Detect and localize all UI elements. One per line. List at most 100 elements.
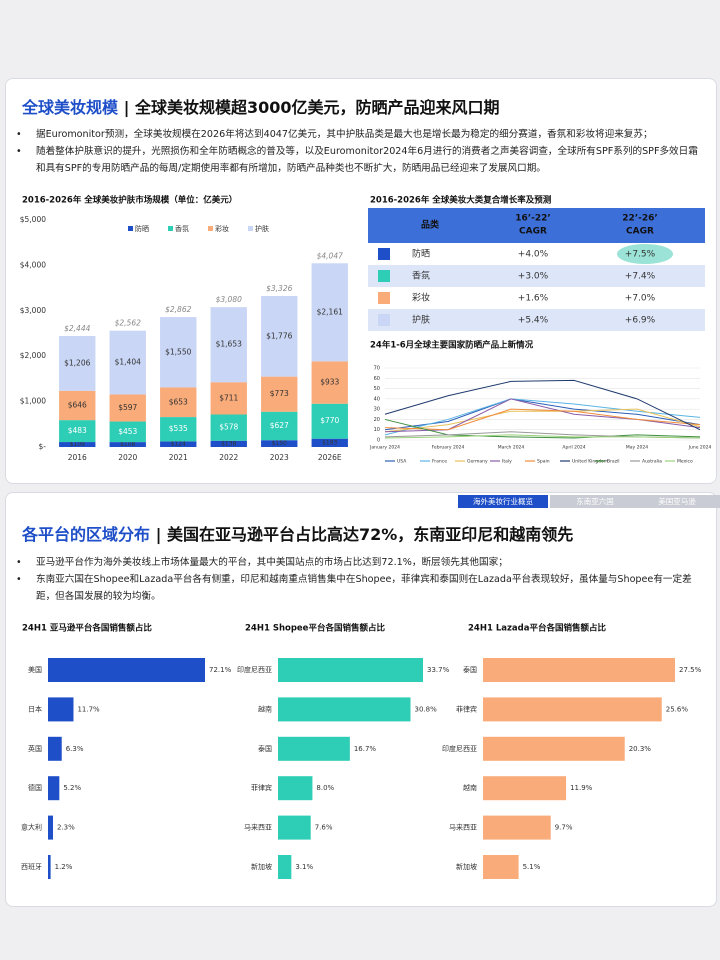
- value-label: $1,206: [64, 358, 90, 367]
- category-label: 泰国: [258, 744, 272, 753]
- table-cell: 防晒: [412, 248, 430, 260]
- bar: [48, 697, 74, 722]
- tab-label: 美国亚马逊: [658, 496, 696, 506]
- category-label: 菲律宾: [251, 783, 272, 792]
- legend-swatch: [168, 226, 173, 231]
- title: | 全球美妆规模超3000亿美元，防晒产品迎来风口期: [118, 98, 500, 117]
- row-swatch: [378, 314, 390, 326]
- bar: [483, 815, 551, 840]
- legend-swatch: [248, 226, 253, 231]
- line: [384, 379, 701, 431]
- table-row: [368, 265, 705, 287]
- value-label: $653: [169, 397, 188, 406]
- legend-label: Brazil: [607, 459, 620, 465]
- legend-swatch: [128, 226, 133, 231]
- bar-segment: [109, 394, 146, 422]
- bar: [48, 736, 62, 761]
- bar: [48, 658, 205, 682]
- category-label: 泰国: [463, 665, 477, 674]
- bar-segment: [160, 441, 197, 447]
- legend-label: United Kingdom: [572, 459, 608, 465]
- y-tick-label: 30: [374, 407, 380, 413]
- bar-segment: [261, 440, 298, 447]
- bar-segment: [109, 330, 146, 395]
- value-label: 11.9%: [570, 784, 593, 792]
- bar-segment: [59, 442, 96, 447]
- bar-segment: [311, 438, 348, 447]
- tab: [458, 495, 548, 508]
- legend-label: Italy: [502, 459, 512, 465]
- table-cell: +5.4%: [518, 316, 549, 326]
- bar-segment: [160, 417, 197, 442]
- bar-segment: [311, 361, 348, 404]
- chart-title: 24H1 亚马逊平台各国销售额占比: [22, 623, 152, 634]
- total-label: $4,047: [317, 251, 343, 260]
- table-cell: +7.0%: [625, 294, 656, 304]
- y-tick-label: 10: [374, 427, 380, 433]
- bar-segment: [59, 420, 96, 443]
- bar-segment: [109, 442, 146, 447]
- bar-segment: [210, 414, 247, 441]
- value-label: $483: [68, 426, 87, 435]
- value-label: 25.6%: [666, 705, 689, 713]
- bar-segment: [210, 440, 247, 447]
- table-cell: +4.0%: [518, 250, 549, 260]
- legend-label: Australia: [642, 459, 662, 465]
- value-label: $578: [219, 423, 238, 432]
- row-swatch: [378, 292, 390, 304]
- title: | 美国在亚马逊平台占比高达72%，东南亚印尼和越南领先: [150, 525, 574, 544]
- y-tick-label: $3,000: [20, 306, 46, 315]
- section-title: 全球美妆规模 | 全球美妆规模超3000亿美元，防晒产品迎来风口期: [22, 94, 500, 118]
- value-label: $183: [322, 439, 337, 446]
- bar: [483, 697, 662, 722]
- x-tick-label: January 2024: [369, 445, 400, 451]
- total-label: $3,080: [216, 295, 242, 304]
- line: [384, 434, 701, 439]
- row-swatch: [378, 248, 390, 260]
- bar-segment: [59, 336, 96, 391]
- tab-label: 海外美妆行业概览: [473, 496, 533, 506]
- table-header-cell: CAGR: [519, 227, 547, 237]
- line: [384, 408, 701, 433]
- y-tick-label: $4,000: [20, 260, 46, 269]
- value-label: $453: [118, 427, 137, 436]
- legend-label: 香氛: [175, 224, 189, 233]
- y-tick-label: 70: [374, 366, 380, 372]
- bar: [483, 776, 567, 801]
- value-label: 72.1%: [209, 666, 232, 674]
- value-label: $150: [272, 440, 287, 447]
- chart-title: 24H1 Lazada平台各国销售额占比: [468, 623, 606, 634]
- total-label: $2,562: [115, 319, 141, 328]
- bullets: 亚马逊平台作为海外美妆线上市场体量最大的平台，其中美国站点的市场占比达到72.1…: [14, 554, 704, 605]
- row-swatch: [378, 270, 390, 282]
- value-label: 9.7%: [555, 824, 573, 832]
- table-cell: 彩妆: [412, 292, 430, 304]
- table-cell: +7.4%: [625, 272, 656, 282]
- y-tick-label: $1,000: [20, 397, 46, 406]
- bar: [278, 658, 423, 682]
- value-label: 8.0%: [316, 784, 334, 792]
- x-tick-label: 2020: [118, 453, 137, 462]
- table-header-cell: 22’-26’: [622, 214, 658, 224]
- category-label: 菲律宾: [456, 704, 477, 713]
- category-label: 印度尼西亚: [442, 744, 477, 753]
- y-tick-label: 0: [377, 438, 380, 444]
- value-label: 3.1%: [295, 863, 313, 871]
- bar: [278, 697, 411, 722]
- bar-segment: [261, 411, 298, 441]
- line: [384, 418, 701, 439]
- bullet: 随着整体护肤意识的提升，光照损伤和全年防晒概念的普及等，以及Euromonito…: [14, 143, 704, 177]
- bar: [278, 815, 311, 840]
- value-label: $646: [68, 400, 87, 409]
- value-label: $773: [270, 389, 289, 398]
- chart-title: 2016-2026年 全球美妆护肤市场规模（单位：亿美元）: [22, 195, 237, 206]
- total-label: $3,326: [266, 284, 292, 293]
- bar-segment: [261, 376, 298, 412]
- value-label: $1,776: [266, 331, 292, 340]
- legend-label: 护肤: [255, 224, 269, 233]
- category-label: 意大利: [21, 823, 42, 832]
- table-row: [368, 309, 705, 331]
- bullet: 亚马逊平台作为海外美妆线上市场体量最大的平台，其中美国站点的市场占比达到72.1…: [14, 554, 704, 571]
- value-label: 30.8%: [415, 705, 438, 713]
